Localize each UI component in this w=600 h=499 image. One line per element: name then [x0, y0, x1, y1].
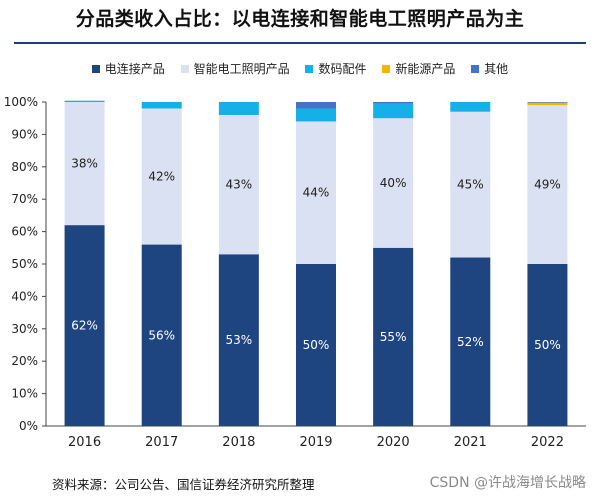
x-tick-label: 2016: [68, 435, 101, 450]
data-label: 52%: [457, 335, 484, 349]
x-tick-label: 2017: [145, 435, 178, 450]
bar-segment: [373, 118, 414, 248]
data-label: 42%: [148, 170, 175, 184]
watermark: CSDN @许战海增长战略: [429, 475, 586, 491]
legend-item-other: 其他: [471, 60, 508, 77]
legend-swatch: [305, 64, 314, 73]
data-label: 43%: [226, 178, 253, 192]
data-label: 53%: [226, 333, 253, 347]
legend-swatch: [382, 64, 391, 73]
y-tick-label: 20%: [11, 354, 38, 368]
source-note: 资料来源：公司公告、国信证券经济研究所整理: [52, 477, 315, 492]
bar-segment: [527, 102, 568, 106]
legend-label: 其他: [484, 62, 509, 76]
data-label: 50%: [534, 338, 561, 352]
chart-legend: 电连接产品 智能电工照明产品 数码配件 新能源产品 其他: [0, 60, 600, 77]
data-label: 40%: [380, 176, 407, 190]
y-tick-label: 10%: [11, 387, 38, 401]
stacked-bar-chart: 0% 10% 20% 30% 40% 50% 60% 70% 80% 90% 100% 62% 38% 2…: [4, 95, 586, 450]
legend-swatch: [180, 64, 189, 73]
x-tick-label: 2019: [299, 435, 332, 450]
y-tick-label: 100%: [4, 95, 38, 109]
data-label: 62%: [71, 319, 98, 333]
legend-item-digital-accessories: 数码配件: [305, 60, 367, 77]
bar-segment: [373, 102, 414, 104]
bar-segment: [527, 102, 568, 103]
bar-segment: [450, 111, 491, 258]
bar-segment: [296, 121, 336, 264]
y-tick-label: 50%: [11, 257, 38, 271]
bar-segment: [64, 100, 105, 102]
data-label: 50%: [303, 338, 330, 352]
bar-segment: [373, 103, 414, 119]
legend-label: 新能源产品: [395, 62, 456, 76]
bar-segment: [373, 247, 414, 426]
bar-segment: [64, 225, 105, 426]
bar-segment: [527, 105, 568, 265]
legend-item-smart-lighting: 智能电工照明产品: [180, 60, 290, 77]
chart-title: 分品类收入占比：以电连接和智能电工照明产品为主: [75, 8, 525, 30]
bar-segment: [141, 108, 182, 245]
x-tick-label: 2022: [531, 435, 564, 450]
x-tick-label: 2018: [222, 435, 255, 450]
bar-segment: [296, 102, 336, 109]
title-underline: [14, 42, 586, 44]
bar-segment: [450, 102, 491, 112]
y-tick-label: 0%: [19, 419, 38, 433]
legend-item-electrical-connection: 电连接产品: [91, 60, 165, 77]
bar-segment: [296, 108, 336, 122]
bar-segment: [450, 257, 491, 426]
legend-label: 智能电工照明产品: [193, 62, 290, 76]
bar-segment: [218, 114, 259, 255]
y-tick-label: 30%: [11, 322, 38, 336]
bar-segment: [218, 102, 259, 115]
data-label: 45%: [457, 178, 484, 192]
data-label: 49%: [534, 178, 561, 192]
data-label: 38%: [71, 157, 98, 171]
x-tick-label: 2020: [377, 435, 410, 450]
data-label: 44%: [303, 186, 330, 200]
y-tick-label: 40%: [11, 289, 38, 303]
legend-label: 电连接产品: [104, 62, 165, 76]
legend-label: 数码配件: [318, 62, 367, 76]
legend-swatch: [91, 64, 100, 73]
data-label: 56%: [148, 328, 175, 342]
bar-segment: [296, 264, 336, 426]
y-tick-label: 60%: [11, 225, 38, 239]
data-label: 55%: [380, 330, 407, 344]
legend-item-new-energy: 新能源产品: [382, 60, 455, 77]
bar-segment: [64, 102, 105, 226]
bar-segment: [141, 102, 182, 109]
bar-segment: [141, 244, 182, 426]
bar-segment: [218, 254, 259, 426]
x-tick-label: 2021: [454, 435, 487, 450]
legend-swatch: [471, 64, 480, 73]
y-tick-label: 90%: [11, 127, 38, 141]
bar-segment: [527, 264, 568, 426]
y-tick-label: 70%: [11, 192, 38, 206]
y-tick-label: 80%: [11, 160, 38, 174]
